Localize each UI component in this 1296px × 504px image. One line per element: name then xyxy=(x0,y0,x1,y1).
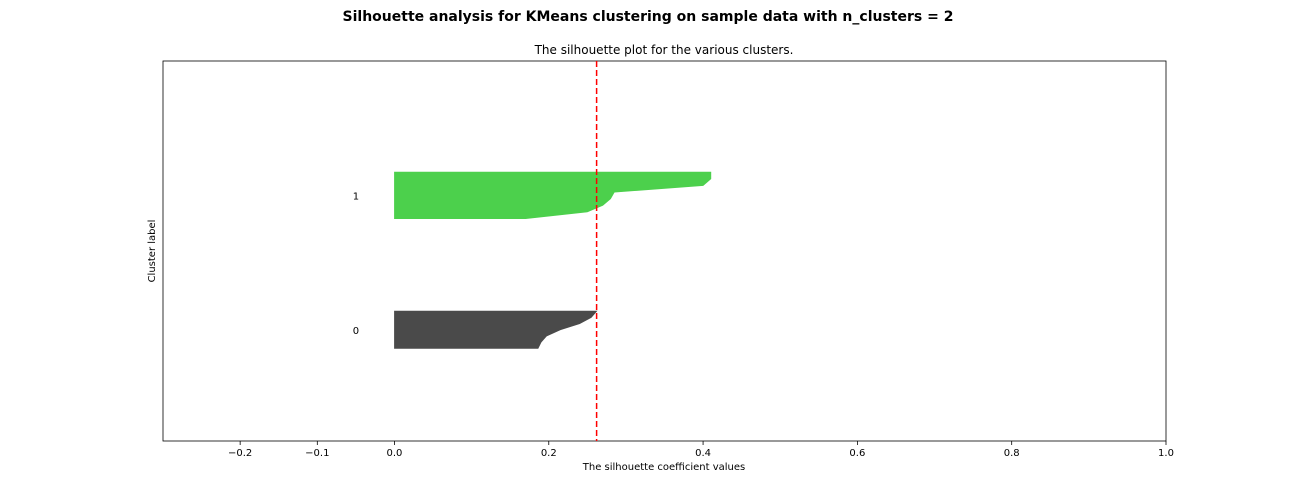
cluster-labels: 01 xyxy=(353,191,359,336)
silhouette-clusters xyxy=(394,171,712,349)
axes-frame xyxy=(162,60,1167,442)
y-axis-label: Cluster label xyxy=(147,220,158,283)
x-tick-label: 0.0 xyxy=(387,448,403,459)
x-axis-ticks: −0.2 −0.1 0.0 0.2 0.4 0.6 0.8 1.0 xyxy=(228,441,1174,459)
x-tick-label: −0.2 xyxy=(228,448,252,459)
x-tick-label: −0.1 xyxy=(305,448,329,459)
cluster-label-0: 0 xyxy=(353,326,359,337)
figure-suptitle: Silhouette analysis for KMeans clusterin… xyxy=(343,9,954,25)
x-tick-label: 1.0 xyxy=(1158,448,1174,459)
plot-area: −0.2 −0.1 0.0 0.2 0.4 0.6 0.8 1.0 01 xyxy=(162,60,1174,459)
silhouette-cluster-0 xyxy=(394,310,598,349)
x-tick-label: 0.2 xyxy=(541,448,557,459)
cluster-label-1: 1 xyxy=(353,191,359,202)
silhouette-cluster-1 xyxy=(394,171,712,220)
x-tick-label: 0.4 xyxy=(695,448,711,459)
chart-title: The silhouette plot for the various clus… xyxy=(534,43,794,57)
x-tick-label: 0.6 xyxy=(849,448,865,459)
x-axis-label: The silhouette coefficient values xyxy=(582,462,746,473)
x-tick-label: 0.8 xyxy=(1004,448,1020,459)
